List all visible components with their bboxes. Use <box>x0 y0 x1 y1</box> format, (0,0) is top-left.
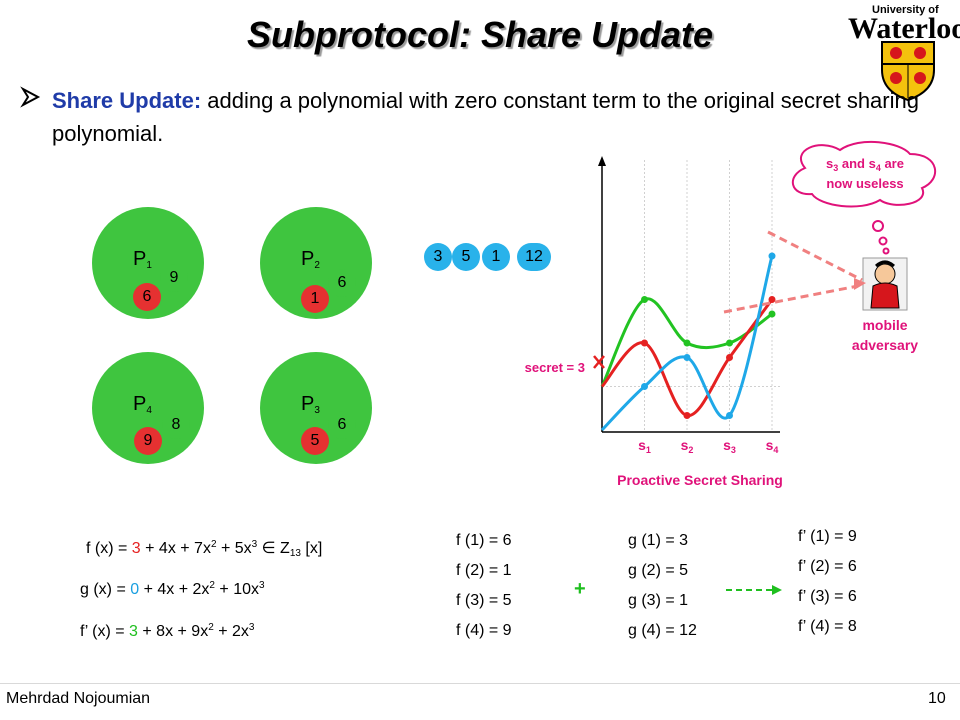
logo-university-of: University of <box>872 4 939 16</box>
f-value: f (2) = 1 <box>456 562 512 579</box>
g-share-3: 1 <box>482 243 510 271</box>
series-line-1 <box>600 297 773 388</box>
series-1-point <box>768 310 776 318</box>
share-red-p1: 6 <box>133 283 161 311</box>
thought-text-line2: now useless <box>826 176 903 191</box>
series-3-point <box>726 412 733 419</box>
secret-point-x-icon <box>593 355 605 369</box>
series-1-point <box>683 339 691 347</box>
party-label-p4: P4 <box>133 393 152 416</box>
secret-label: secret = 3 <box>525 360 585 375</box>
f-values-column: f (1) = 6 f (2) = 1 f (3) = 5 f (4) = 9 <box>456 526 512 646</box>
bullet-text: Share Update: adding a polynomial with z… <box>52 84 947 150</box>
series-layer <box>600 252 776 432</box>
f-prime-value: f’ (2) = 6 <box>798 558 857 575</box>
g-value: g (2) = 5 <box>628 562 689 579</box>
x-tick-label: s3 <box>723 437 736 455</box>
series-1-point <box>641 296 648 303</box>
g-share-1: 3 <box>424 243 452 271</box>
share-green-p1: 9 <box>160 264 188 292</box>
slide-title: Subprotocol: Share Update <box>246 14 714 55</box>
adversary-label-line2: adversary <box>852 337 918 353</box>
series-3-point <box>768 252 776 260</box>
dashed-arrow-s4 <box>767 230 863 282</box>
formula-g: g (x) = 0 + 4x + 2x2 + 10x3 <box>80 580 265 598</box>
share-green-p2: 6 <box>328 269 356 297</box>
f-prime-values-column: f’ (1) = 9 f’ (2) = 6 f’ (3) = 6 f’ (4) … <box>798 522 857 642</box>
g-share-4: 12 <box>517 243 551 271</box>
series-3-point <box>641 383 648 390</box>
chart-title: Proactive Secret Sharing <box>617 472 783 488</box>
f-value: f (1) = 6 <box>456 532 512 549</box>
plus-sign: + <box>574 578 586 600</box>
bullet-arrow-icon <box>20 86 41 108</box>
thought-dot-2 <box>878 236 888 246</box>
mobile-adversary-icon <box>862 257 908 311</box>
university-shield-icon <box>881 41 935 102</box>
thought-dot-1 <box>872 220 884 232</box>
g-values-column: g (1) = 3 g (2) = 5 g (3) = 1 g (4) = 12 <box>628 526 697 646</box>
dashed-right-arrow-icon <box>726 585 782 595</box>
thought-text-line1: s3 and s4 are <box>826 156 904 173</box>
series-1-point <box>726 339 733 347</box>
adversary-label-line1: mobile <box>862 317 907 333</box>
x-tick-labels: s1 s2 s3 s4 <box>638 437 778 455</box>
party-label-p3: P3 <box>301 393 320 416</box>
party-label-p2: P2 <box>301 248 320 271</box>
g-value: g (1) = 3 <box>628 532 689 549</box>
proactive-secret-sharing-chart: s1 s2 s3 s4 secret = 3 Proactive Secret Sha… <box>525 140 937 488</box>
thought-dot-3 <box>882 247 890 255</box>
dashed-arrowhead <box>854 278 866 290</box>
share-red-p3: 5 <box>301 427 329 455</box>
g-value: g (3) = 1 <box>628 592 689 609</box>
f-prime-value: f’ (1) = 9 <box>798 528 857 545</box>
series-2-point <box>726 354 733 361</box>
chart-grid <box>602 160 780 432</box>
f-value: f (4) = 9 <box>456 622 512 639</box>
bullet-heading: Share Update: <box>52 88 202 113</box>
party-label-p1: P1 <box>133 248 152 271</box>
share-green-p3: 6 <box>328 411 356 439</box>
x-tick-label: s2 <box>681 437 694 455</box>
bullet-body: adding a polynomial with zero constant t… <box>52 88 919 146</box>
footer-divider <box>0 683 960 684</box>
x-tick-label: s4 <box>766 437 779 455</box>
share-red-p2: 1 <box>301 285 329 313</box>
formula-f: f (x) = 3 + 4x + 7x2 + 5x3 ∈ Z13 [x] <box>86 539 323 559</box>
share-red-p4: 9 <box>134 427 162 455</box>
g-value: g (4) = 12 <box>628 622 697 639</box>
footer-author: Mehrdad Nojoumian <box>6 690 151 707</box>
thought-bubble <box>792 140 937 208</box>
y-axis-arrow <box>598 156 606 166</box>
page-number: 10 <box>928 690 946 707</box>
formula-f-prime: f’ (x) = 3 + 8x + 9x2 + 2x3 <box>80 622 255 640</box>
g-share-2: 5 <box>452 243 480 271</box>
series-2-point <box>683 412 691 419</box>
logo-waterloo: Waterloo <box>848 12 960 45</box>
f-prime-value: f’ (4) = 8 <box>798 618 857 635</box>
share-green-p4: 8 <box>162 411 190 439</box>
f-prime-value: f’ (3) = 6 <box>798 588 857 605</box>
f-value: f (3) = 5 <box>456 592 512 609</box>
dashed-arrow-s3 <box>723 284 859 314</box>
series-3-point <box>683 354 691 361</box>
series-2-point <box>768 296 776 303</box>
series-line-3 <box>600 255 774 432</box>
x-tick-label: s1 <box>638 437 651 455</box>
series-2-point <box>641 339 648 347</box>
